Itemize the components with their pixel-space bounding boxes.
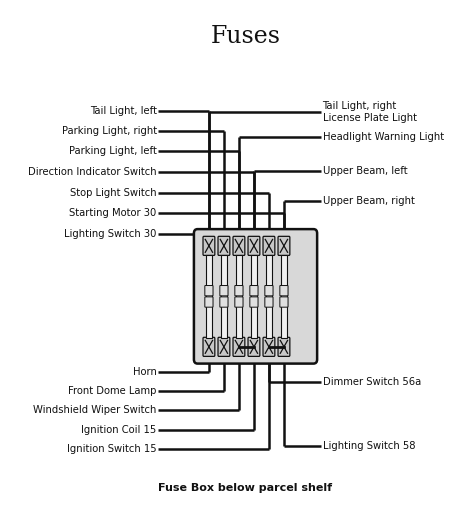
FancyBboxPatch shape bbox=[263, 337, 275, 356]
FancyBboxPatch shape bbox=[265, 285, 273, 296]
FancyBboxPatch shape bbox=[205, 285, 213, 296]
FancyBboxPatch shape bbox=[278, 236, 290, 255]
Bar bbox=[236, 255, 242, 338]
Text: Ignition Coil 15: Ignition Coil 15 bbox=[82, 425, 156, 435]
FancyBboxPatch shape bbox=[218, 337, 230, 356]
FancyBboxPatch shape bbox=[205, 297, 213, 307]
FancyBboxPatch shape bbox=[250, 285, 258, 296]
Text: Fuses: Fuses bbox=[210, 24, 280, 48]
Text: Dimmer Switch 56a: Dimmer Switch 56a bbox=[323, 377, 421, 386]
Text: Stop Light Switch: Stop Light Switch bbox=[70, 188, 156, 198]
Text: Parking Light, left: Parking Light, left bbox=[69, 146, 156, 156]
Text: Upper Beam, left: Upper Beam, left bbox=[323, 166, 407, 177]
FancyBboxPatch shape bbox=[220, 297, 228, 307]
Text: Front Dome Lamp: Front Dome Lamp bbox=[68, 386, 156, 396]
Text: Starting Motor 30: Starting Motor 30 bbox=[69, 208, 156, 218]
FancyBboxPatch shape bbox=[278, 337, 290, 356]
FancyBboxPatch shape bbox=[248, 236, 260, 255]
FancyBboxPatch shape bbox=[203, 236, 215, 255]
FancyBboxPatch shape bbox=[233, 337, 245, 356]
Text: Tail Light, right
License Plate Light: Tail Light, right License Plate Light bbox=[323, 102, 417, 123]
FancyBboxPatch shape bbox=[280, 285, 288, 296]
Text: Lighting Switch 58: Lighting Switch 58 bbox=[323, 440, 415, 451]
Text: Parking Light, right: Parking Light, right bbox=[62, 126, 156, 136]
Text: Ignition Switch 15: Ignition Switch 15 bbox=[67, 444, 156, 454]
FancyBboxPatch shape bbox=[218, 236, 230, 255]
FancyBboxPatch shape bbox=[248, 337, 260, 356]
Text: Tail Light, left: Tail Light, left bbox=[90, 106, 156, 116]
FancyBboxPatch shape bbox=[263, 236, 275, 255]
Text: Fuse Box below parcel shelf: Fuse Box below parcel shelf bbox=[158, 483, 332, 493]
FancyBboxPatch shape bbox=[265, 297, 273, 307]
FancyBboxPatch shape bbox=[250, 297, 258, 307]
FancyBboxPatch shape bbox=[235, 297, 243, 307]
FancyBboxPatch shape bbox=[233, 236, 245, 255]
FancyBboxPatch shape bbox=[280, 297, 288, 307]
Text: Lighting Switch 30: Lighting Switch 30 bbox=[64, 229, 156, 239]
Bar bbox=[266, 255, 272, 338]
Bar bbox=[281, 255, 287, 338]
Bar bbox=[251, 255, 257, 338]
Text: Headlight Warning Light: Headlight Warning Light bbox=[323, 132, 444, 142]
FancyBboxPatch shape bbox=[235, 285, 243, 296]
Bar bbox=[221, 255, 227, 338]
Bar bbox=[206, 255, 212, 338]
FancyBboxPatch shape bbox=[203, 337, 215, 356]
Text: Upper Beam, right: Upper Beam, right bbox=[323, 196, 414, 206]
Text: Direction Indicator Switch: Direction Indicator Switch bbox=[28, 167, 156, 178]
Text: Windshield Wiper Switch: Windshield Wiper Switch bbox=[33, 406, 156, 415]
Text: Horn: Horn bbox=[133, 367, 156, 377]
FancyBboxPatch shape bbox=[194, 229, 317, 364]
FancyBboxPatch shape bbox=[220, 285, 228, 296]
